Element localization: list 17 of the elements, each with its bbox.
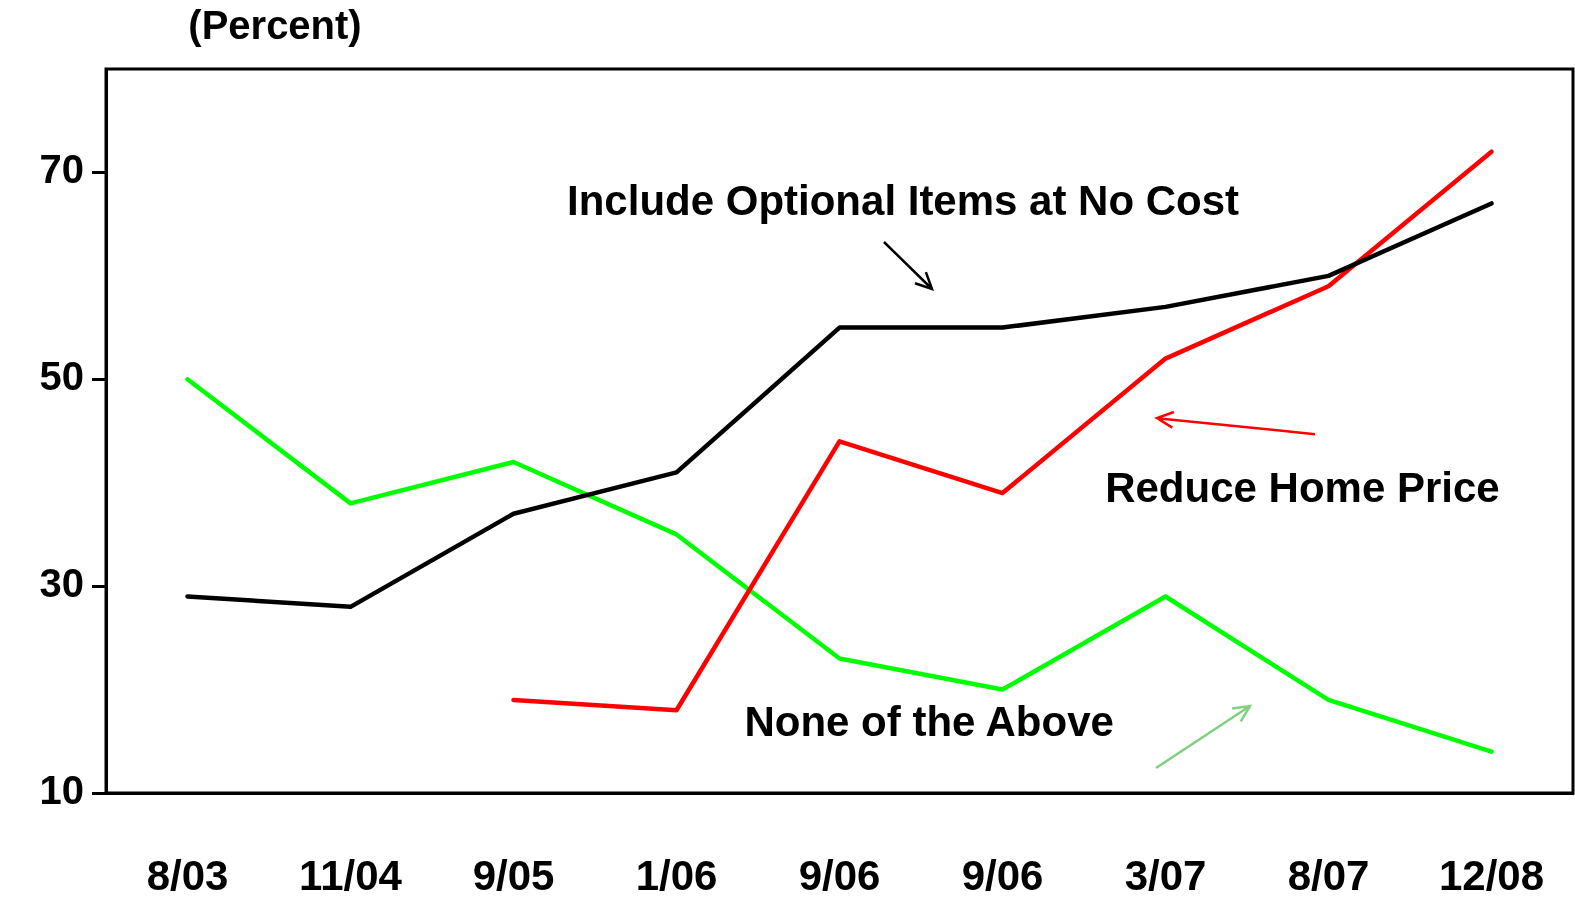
y-tick-label: 30 <box>39 561 84 606</box>
x-tick-label: 9/06 <box>798 851 881 899</box>
x-tick-label: 3/07 <box>1124 851 1207 899</box>
x-tick-label: 8/07 <box>1287 851 1370 899</box>
y-tick-label: 10 <box>39 768 84 813</box>
x-tick-label: 11/04 <box>299 851 403 899</box>
x-tick-label: 9/05 <box>472 851 555 899</box>
y-tick-label: 50 <box>39 354 84 399</box>
series-label: Include Optional Items at No Cost <box>567 177 1240 225</box>
x-tick-label: 8/03 <box>146 851 229 899</box>
y-axis-title: (Percent) <box>188 3 362 48</box>
x-tick-label: 9/06 <box>961 851 1044 899</box>
x-tick-label: 1/06 <box>635 851 718 899</box>
y-tick-label: 70 <box>39 147 84 192</box>
series-label: None of the Above <box>744 698 1114 746</box>
series-label: Reduce Home Price <box>1105 463 1500 511</box>
x-tick-label: 12/08 <box>1438 851 1545 899</box>
